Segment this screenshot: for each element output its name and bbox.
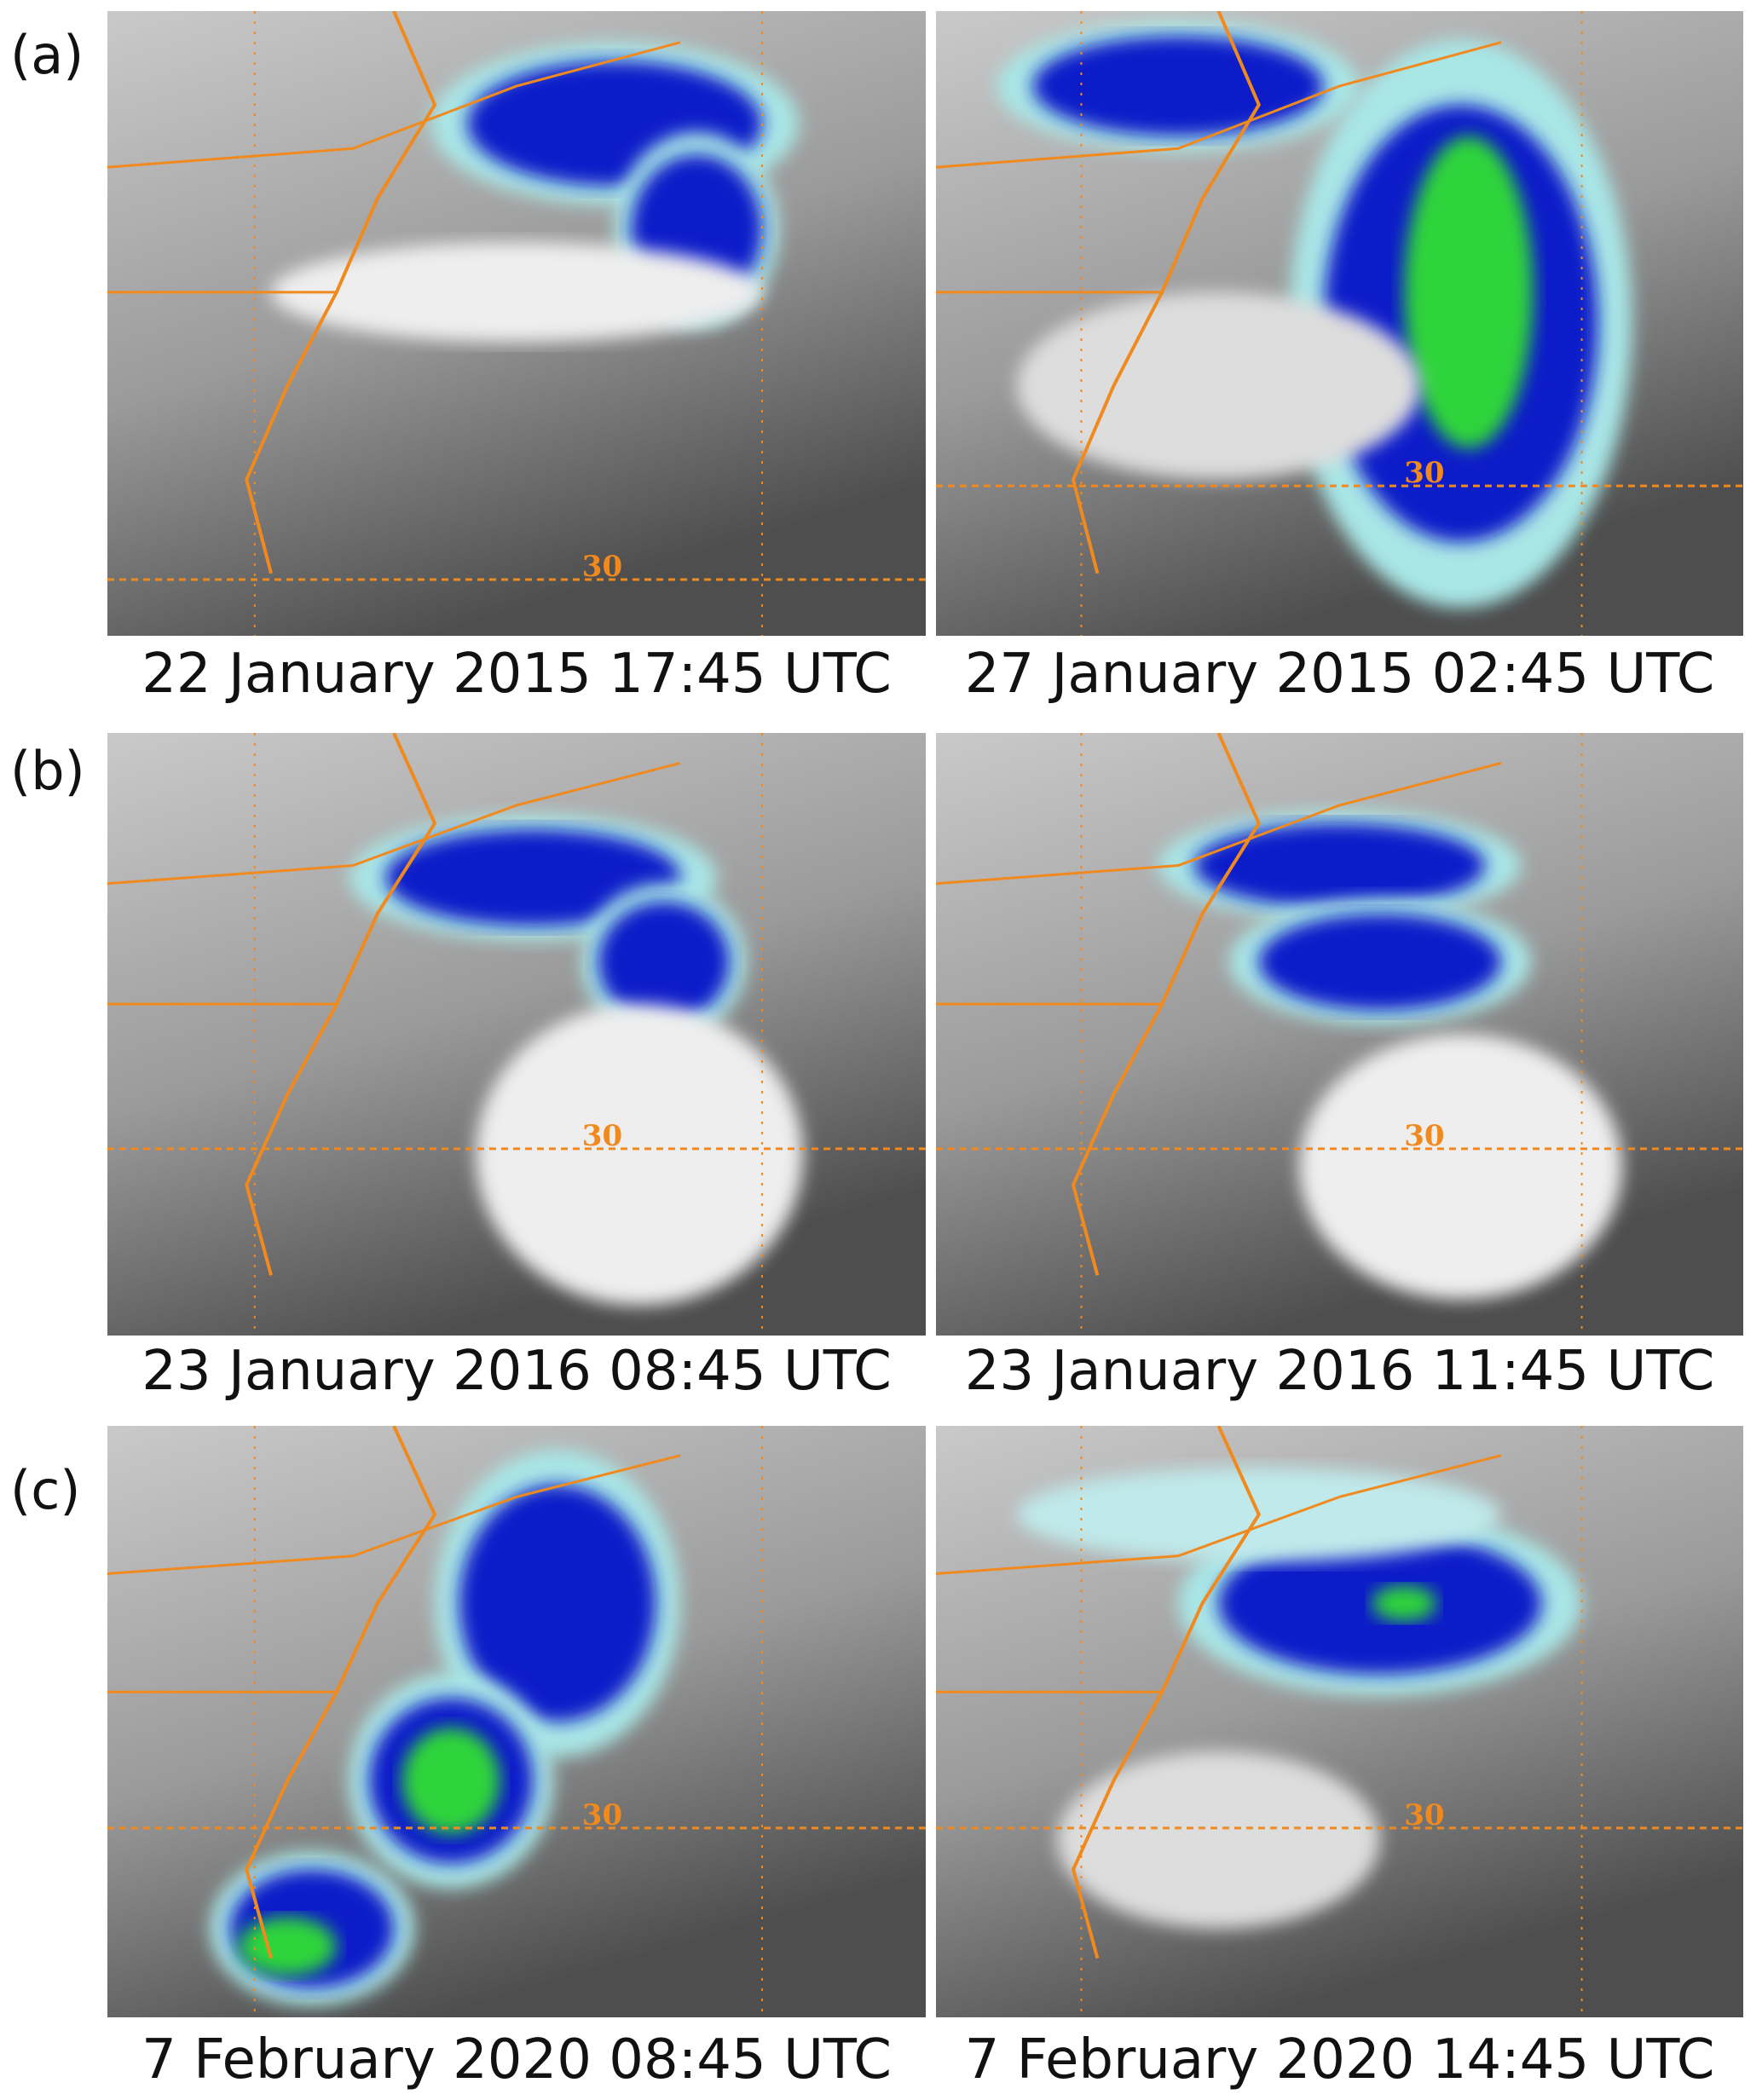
coastline (1071, 733, 1262, 1276)
cloud (476, 1004, 803, 1306)
panel-label: (a) (10, 24, 84, 86)
latitude-label: 30 (582, 550, 622, 584)
cloud (598, 901, 730, 1023)
satellite-map: 30 (107, 11, 926, 636)
latitude-label: 30 (582, 1119, 622, 1153)
latitude-label: 30 (1404, 1798, 1444, 1832)
satellite-image: 30 (936, 11, 1743, 636)
coastline (1071, 1426, 1262, 1959)
satellite-map: 30 (107, 1426, 926, 2017)
cloud (459, 1485, 656, 1722)
caption: 7 February 2020 08:45 UTC (142, 2028, 892, 2091)
border (107, 41, 681, 169)
caption: 23 January 2016 08:45 UTC (142, 1340, 892, 1403)
caption: 23 January 2016 11:45 UTC (964, 1340, 1715, 1403)
satellite-image: 30 (936, 1426, 1743, 2017)
latitude-label: 30 (582, 1798, 622, 1832)
cloud (1057, 1751, 1380, 1929)
cloud (1032, 36, 1324, 136)
cloud (402, 1727, 500, 1834)
cloud (385, 829, 680, 926)
cloud (1299, 1034, 1622, 1300)
satellite-image: 30 (936, 733, 1743, 1336)
latitude-label: 30 (1404, 456, 1444, 490)
cloud (1404, 136, 1534, 449)
border (107, 761, 681, 886)
cloud (1194, 823, 1485, 909)
border (936, 761, 1502, 886)
cloud (1016, 291, 1421, 480)
satellite-image: 30 (107, 733, 926, 1336)
border (936, 1454, 1502, 1575)
cloud (1258, 914, 1501, 1011)
satellite-map: 30 (936, 1426, 1743, 2017)
satellite-map: 30 (107, 733, 926, 1336)
caption: 27 January 2015 02:45 UTC (964, 643, 1715, 706)
panel-label: (c) (10, 1459, 81, 1521)
panel-label: (b) (10, 740, 85, 802)
caption: 7 February 2020 14:45 UTC (964, 2028, 1715, 2091)
satellite-map: 30 (936, 733, 1743, 1336)
satellite-image: 30 (107, 1426, 926, 2017)
satellite-map: 30 (936, 11, 1743, 636)
border (107, 1454, 681, 1575)
cloud (271, 242, 762, 343)
satellite-image: 30 (107, 11, 926, 636)
latitude-label: 30 (1404, 1119, 1444, 1153)
border (936, 41, 1502, 169)
caption: 22 January 2015 17:45 UTC (142, 643, 892, 706)
cloud (238, 1917, 337, 1976)
coastline (1071, 11, 1262, 574)
cloud (1372, 1585, 1437, 1622)
